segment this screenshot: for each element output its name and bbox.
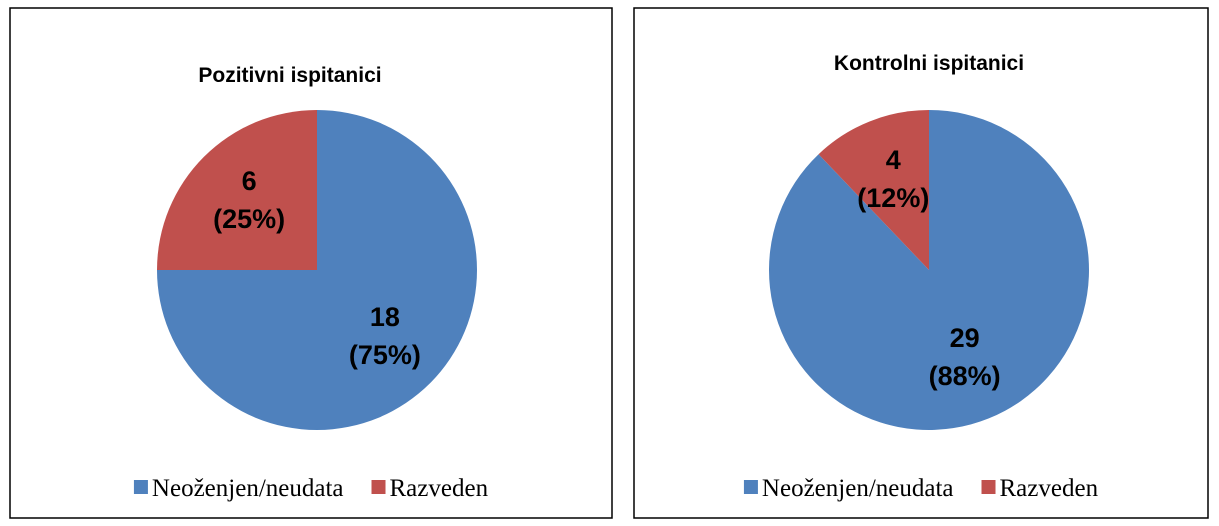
data-label-line: 6 — [242, 166, 257, 196]
data-label-line: 4 — [886, 145, 901, 175]
legend: Neoženjen/neudata Razveden — [133, 475, 489, 502]
chart-title: Kontrolni ispitanici — [834, 52, 1024, 75]
chart-title: Pozitivni ispitanici — [198, 64, 381, 87]
legend-swatch — [133, 480, 148, 494]
pie-slice — [157, 110, 317, 270]
data-label: 6 (25%) — [213, 166, 285, 234]
legend-label: Razveden — [390, 475, 489, 502]
legend-swatch — [743, 480, 758, 494]
legend-label: Razveden — [1000, 475, 1099, 502]
legend-label: Neoženjen/neudata — [152, 475, 344, 502]
data-label-line: 18 — [370, 302, 400, 332]
pie-slice — [818, 110, 929, 270]
data-label: 18 (75%) — [349, 302, 421, 370]
legend-label: Neoženjen/neudata — [762, 475, 954, 502]
data-label-line: (75%) — [349, 340, 421, 370]
data-label-line: (12%) — [857, 183, 929, 213]
data-label-line: (88%) — [929, 361, 1001, 391]
data-label-line: (25%) — [213, 204, 285, 234]
legend: Neoženjen/neudata Razveden — [743, 475, 1099, 502]
legend-swatch — [981, 480, 996, 494]
pie-slice — [768, 110, 1089, 430]
data-label-line: 29 — [950, 323, 980, 353]
legend-swatch — [371, 480, 386, 494]
data-label: 29 (88%) — [929, 323, 1001, 391]
data-label: 4 (12%) — [857, 145, 929, 213]
